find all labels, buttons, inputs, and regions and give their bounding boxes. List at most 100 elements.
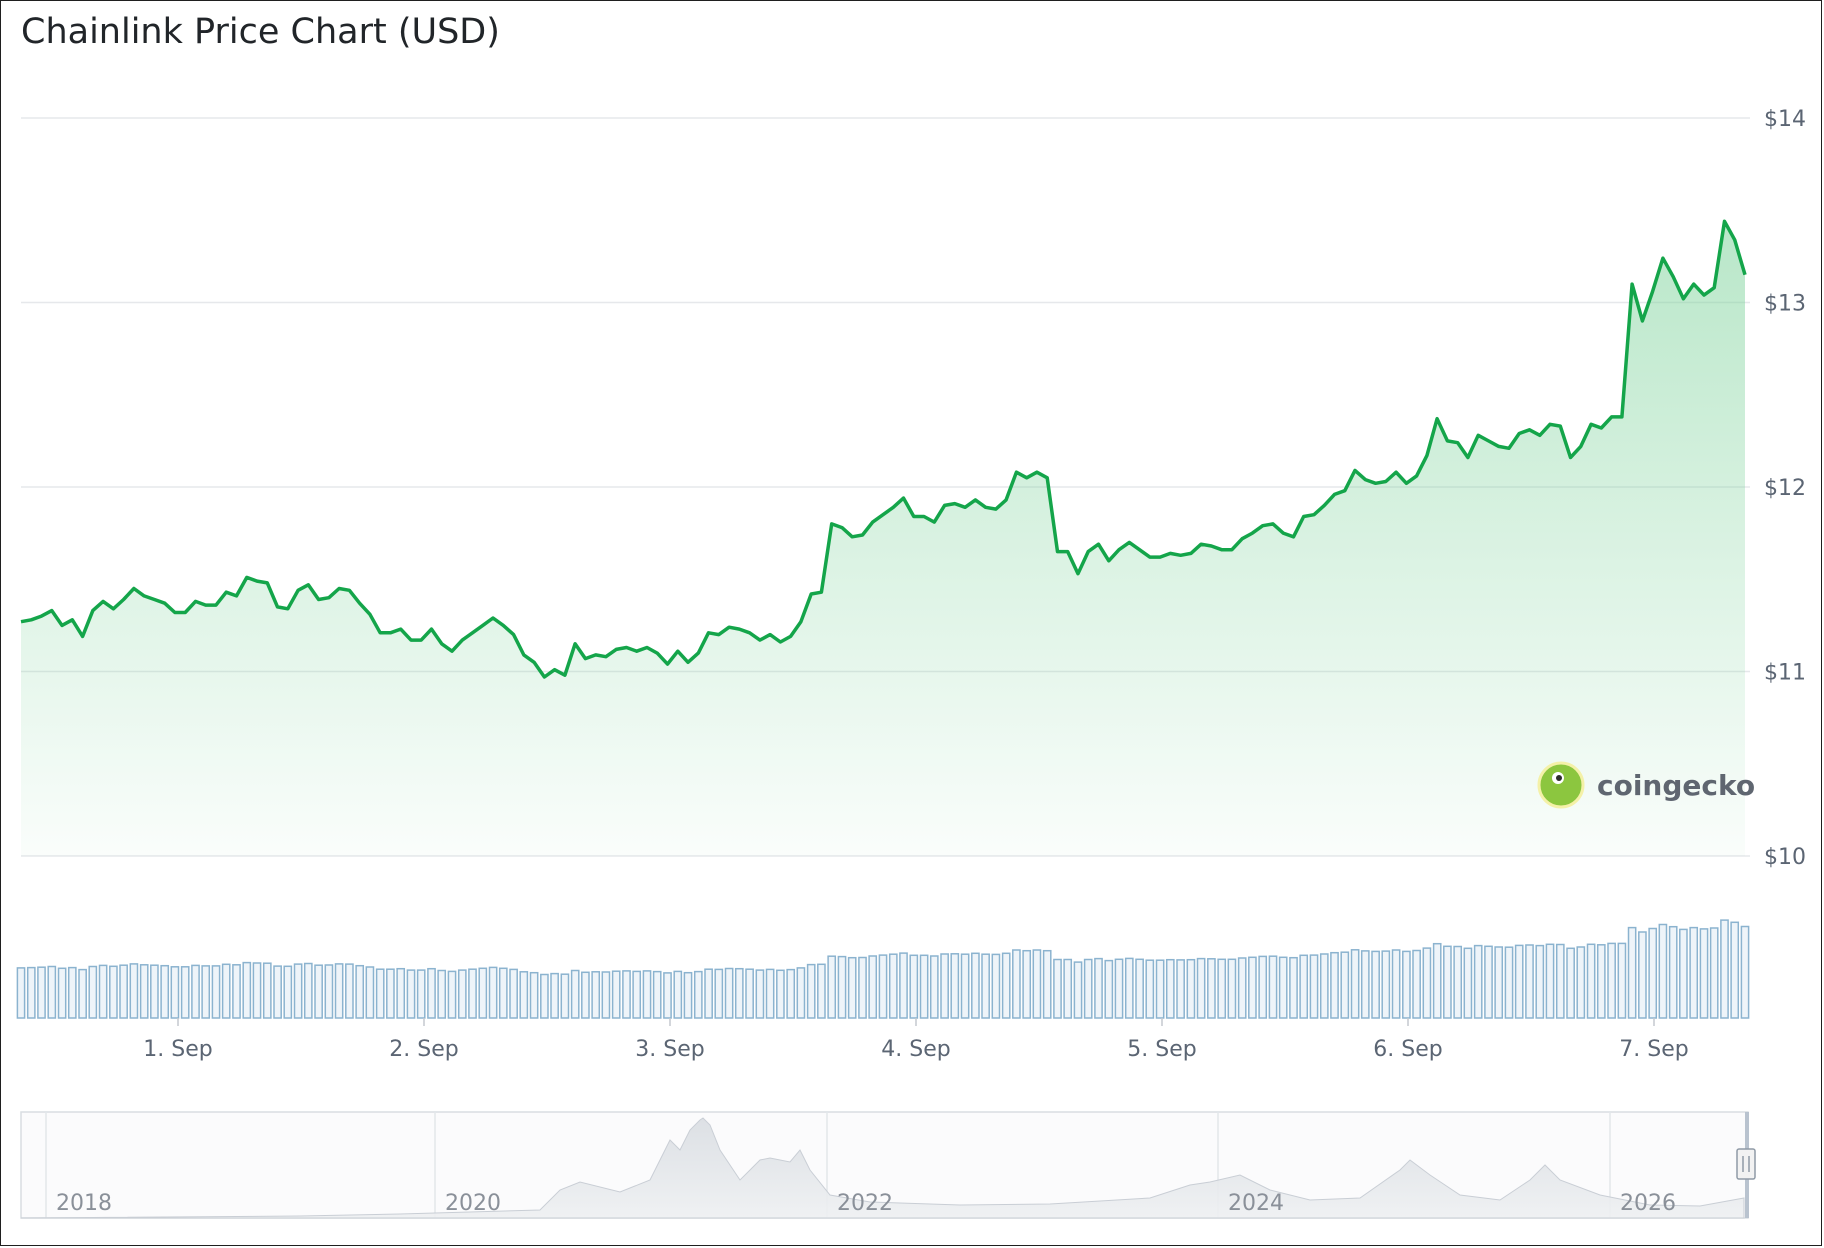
volume-bar [468,968,477,1019]
price-line[interactable] [20,219,1747,679]
volume-bar [704,968,713,1019]
x-tick-label: 5. Sep [1127,1037,1196,1062]
volume-bar [1319,953,1329,1019]
x-tick-label: 3. Sep [635,1037,704,1062]
volume-bar [1391,949,1401,1019]
volume-bar [540,973,549,1019]
x-tick-label: 2. Sep [389,1037,458,1062]
volume-bar [1545,943,1555,1019]
volume-bar [1443,945,1452,1019]
navigator-tick-label: 2020 [445,1191,501,1216]
volume-bar [1381,950,1391,1019]
volume-bar [180,966,190,1019]
volume-bar [78,968,87,1019]
volume-bar [119,964,128,1019]
volume-bar [1555,943,1565,1019]
volume-bar [273,965,282,1019]
volume-bar [88,965,98,1019]
price-area [21,221,1745,857]
y-tick-label: $11 [1764,661,1806,686]
volume-bar [1217,958,1227,1019]
chart-title: Chainlink Price Chart (USD) [21,12,500,52]
x-tick-label: 1. Sep [143,1037,212,1062]
volume-bar [67,966,77,1019]
volume-bar [1689,926,1699,1019]
volume-bar [1207,958,1216,1019]
volume-bar [221,963,231,1019]
volume-bar [1412,949,1421,1019]
volume-bar [899,952,908,1019]
volume-bar [232,964,241,1019]
volume-bar [1258,955,1268,1019]
volume-bar [437,969,447,1019]
volume-bar [191,964,200,1019]
volume-bar [1104,959,1114,1019]
volume-bar [1730,921,1740,1019]
volume-bar [519,971,529,1019]
volume-bar [1135,958,1144,1019]
volume-bar [1576,946,1586,1019]
volume-bar [262,962,272,1019]
volume-bar [734,967,744,1019]
volume-bar [1504,946,1514,1019]
volume-bar [929,955,939,1019]
volume-bar [345,963,354,1019]
volume-bar [909,954,919,1019]
volume-bar [693,970,703,1019]
volume-bar [416,969,426,1019]
volume-bar [663,972,672,1019]
volume-bar [1453,945,1463,1019]
y-tick-label: $10 [1764,845,1806,870]
volume-bar [837,955,847,1019]
volume-bar [591,971,601,1019]
volume-bar [139,964,149,1019]
volume-bar [16,967,26,1019]
volume-bar [98,964,108,1019]
navigator-handle[interactable] [1736,1148,1756,1180]
volume-bar [1114,958,1124,1019]
navigator-tick-label: 2022 [837,1191,893,1216]
volume-bar [498,967,508,1019]
volume-bar [1494,946,1504,1019]
volume-bar [642,970,652,1019]
volume-bar [509,968,518,1019]
volume-bar [632,970,642,1019]
volume-bar [427,967,436,1019]
volume-bar [1063,958,1073,1019]
volume-bar [755,969,765,1019]
volume-bar [950,953,960,1019]
x-tick-label: 4. Sep [881,1037,950,1062]
volume-bar [1617,942,1627,1019]
volume-bar [765,968,775,1019]
volume-bar [1196,957,1206,1019]
volume-bar [355,964,365,1019]
volume-bar [1042,949,1052,1019]
navigator-area [20,1117,1745,1219]
volume-bar [1535,944,1545,1019]
volume-bar [201,965,211,1019]
volume-bar [170,966,180,1019]
volume-bar [109,965,118,1019]
volume-bar [1740,925,1750,1019]
volume-bar [1145,959,1155,1019]
x-axis: 1. Sep 2. Sep 3. Sep 4. Sep 5. Sep 6. Sep 7. S… [143,1018,1689,1062]
volume-bar [1402,950,1411,1019]
volume-bar [303,962,313,1019]
volume-bar [796,967,806,1019]
volume-bar [724,967,734,1019]
volume-bar [817,963,826,1019]
range-navigator[interactable]: 2018 2020 2022 2024 2026 [20,1111,1756,1219]
volume-bar [1227,958,1237,1019]
volume-bar [1022,949,1032,1019]
volume-bar [1566,947,1575,1019]
volume-bar [622,970,631,1019]
volume-bar [1350,949,1360,1019]
volume-bar [827,955,837,1019]
volume-bar [1371,950,1380,1019]
volume-bar [683,971,693,1019]
volume-bar [1053,958,1062,1019]
volume-bar [714,968,724,1019]
gecko-icon [1539,763,1583,807]
